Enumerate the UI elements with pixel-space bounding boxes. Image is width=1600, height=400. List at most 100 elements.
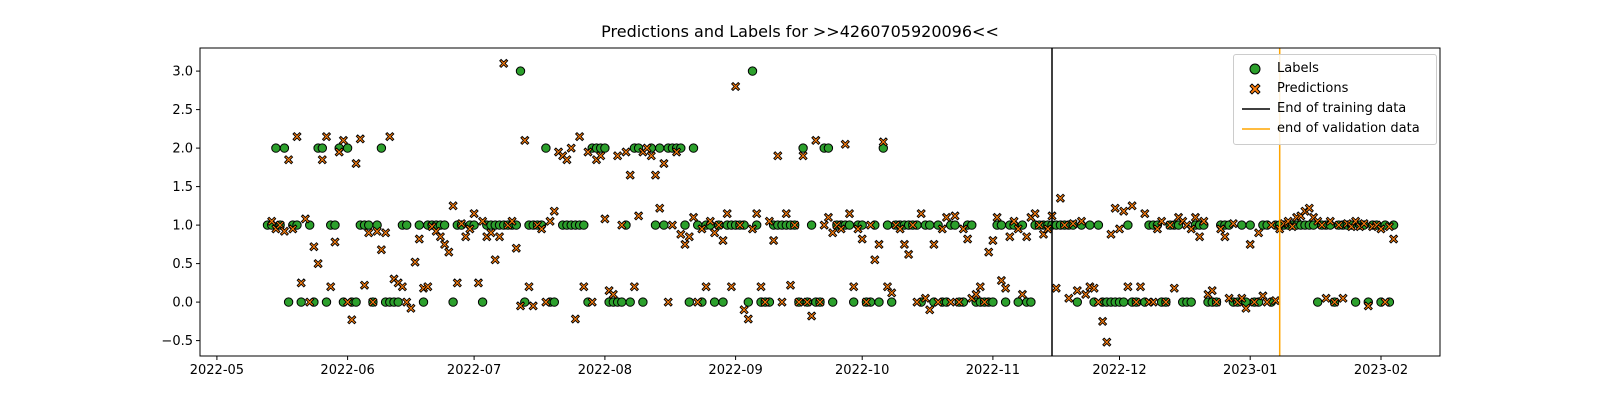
prediction-point: [811, 135, 821, 146]
label-point: [798, 143, 808, 153]
prediction-point: [1249, 297, 1260, 307]
label-point: [448, 297, 458, 307]
prediction-point: [541, 297, 551, 307]
orange-line-icon: [1242, 128, 1270, 130]
label-point: [684, 297, 694, 307]
prediction-point: [515, 301, 526, 311]
prediction-point: [490, 255, 500, 265]
prediction-point: [819, 220, 829, 230]
label-point: [747, 66, 758, 76]
prediction-point: [342, 297, 353, 307]
prediction-point: [865, 220, 876, 230]
label-point: [296, 297, 306, 307]
prediction-point: [735, 220, 745, 230]
prediction-point: [372, 226, 382, 236]
label-point: [659, 220, 669, 230]
prediction-point: [714, 220, 724, 230]
prediction-point: [650, 170, 661, 180]
prediction-point: [709, 228, 720, 238]
prediction-point: [697, 224, 707, 234]
prediction-point: [596, 151, 606, 161]
label-point: [283, 297, 294, 307]
prediction-point: [655, 203, 665, 213]
prediction-point: [903, 249, 914, 260]
prediction-point: [368, 297, 378, 307]
prediction-point: [781, 208, 791, 219]
prediction-point: [574, 131, 585, 142]
prediction-point: [477, 216, 488, 226]
prediction-point: [773, 151, 783, 161]
prediction-point: [971, 289, 981, 300]
y-tick-label: 1.0: [172, 219, 193, 234]
prediction-point: [385, 131, 395, 142]
prediction-point: [680, 239, 690, 250]
prediction-point: [292, 131, 302, 142]
prediction-point: [338, 135, 349, 146]
prediction-point: [1055, 193, 1066, 203]
prediction-point: [1211, 297, 1222, 307]
prediction-point: [747, 224, 758, 234]
prediction-point: [600, 214, 610, 224]
prediction-point: [1114, 224, 1125, 234]
prediction-point: [1110, 203, 1120, 213]
legend-label-validation-end: end of validation data: [1277, 121, 1420, 136]
prediction-point: [1317, 220, 1327, 230]
prediction-point: [279, 226, 290, 236]
prediction-point: [351, 158, 361, 169]
prediction-point: [587, 297, 597, 307]
prediction-point: [671, 147, 682, 157]
prediction-point: [798, 151, 808, 161]
label-point: [439, 220, 450, 230]
label-point: [743, 297, 753, 307]
label-point: [1026, 297, 1036, 307]
x-tick-label: 2022-09: [708, 363, 762, 378]
legend-item-training-end: End of training data: [1234, 99, 1436, 119]
prediction-point: [1266, 220, 1276, 230]
prediction-point: [321, 131, 332, 142]
prediction-point: [979, 297, 990, 307]
prediction-point: [815, 297, 825, 307]
prediction-point: [549, 206, 559, 216]
x-marker-icon: [1249, 83, 1261, 95]
label-point: [625, 297, 635, 307]
prediction-point: [283, 155, 294, 165]
prediction-point: [870, 255, 880, 265]
prediction-point: [1097, 316, 1108, 327]
prediction-point: [1253, 228, 1264, 238]
prediction-point: [511, 243, 521, 253]
legend: Labels Predictions End of training data …: [1233, 54, 1437, 145]
prediction-point: [448, 201, 458, 211]
prediction-point: [1165, 220, 1175, 230]
prediction-point: [962, 234, 973, 244]
prediction-point: [1017, 289, 1028, 300]
chart-title: Predictions and Labels for >>42607059200…: [601, 22, 999, 41]
label-point: [1013, 297, 1023, 307]
prediction-point: [777, 297, 787, 307]
prediction-point: [536, 224, 547, 234]
prediction-point: [1190, 212, 1201, 223]
prediction-point: [1388, 234, 1399, 244]
prediction-point: [570, 314, 581, 324]
prediction-point: [629, 282, 640, 292]
prediction-point: [937, 224, 947, 234]
prediction-point: [347, 315, 357, 325]
prediction-point: [912, 297, 922, 307]
label-point: [1072, 297, 1083, 307]
prediction-point: [524, 282, 534, 292]
prediction-point: [1325, 216, 1335, 226]
prediction-point: [545, 216, 555, 226]
prediction-point: [612, 151, 623, 161]
prediction-point: [1321, 293, 1331, 303]
prediction-point: [566, 143, 576, 153]
prediction-point: [1380, 297, 1390, 307]
prediction-point: [473, 278, 484, 288]
label-point: [351, 297, 361, 307]
prediction-point: [688, 212, 699, 223]
prediction-point: [499, 58, 509, 69]
label-point: [655, 143, 665, 153]
prediction-point: [1152, 224, 1163, 234]
prediction-point: [916, 208, 926, 219]
label-point: [279, 143, 290, 153]
prediction-point: [790, 220, 800, 230]
x-axis: 2022-05 2022-06 2022-07 2022-08 2022-09 2022-…: [190, 356, 1408, 378]
